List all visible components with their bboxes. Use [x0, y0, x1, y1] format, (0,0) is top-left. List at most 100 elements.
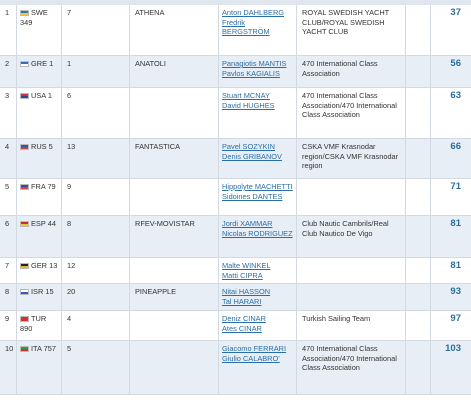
crew-member-link[interactable]: Sidoines DANTES: [222, 191, 283, 201]
sail-number: 5: [48, 142, 53, 151]
total-points-cell: 66: [450, 141, 461, 152]
table-row: 4 RUS 5 13 FANTASTICA Pavel SOZYKIN Denis GRI…: [0, 139, 471, 179]
sail-number: 349: [20, 17, 33, 27]
bow-number-cell: 1: [62, 56, 130, 87]
nation-cell: SWE 349: [17, 5, 62, 55]
nation-code: GRE: [31, 59, 48, 68]
total-points-cell: 56: [450, 58, 461, 69]
total-points-cell: 63: [450, 90, 461, 101]
crew-member-link[interactable]: Nitai HASSON: [222, 287, 271, 296]
nation-cell: ISR 15: [17, 284, 62, 310]
crew-cell: Pavel SOZYKIN Denis GRIBANOV: [219, 139, 297, 178]
bow-number-cell: 6: [62, 88, 130, 138]
crew-member-link[interactable]: Hippolyte MACHETTI: [222, 182, 293, 191]
sail-number: 13: [49, 261, 58, 270]
nation-code: TUR: [31, 314, 47, 323]
crew-member-link[interactable]: Pavlos KAGIALIS: [222, 68, 280, 78]
nation-code: ITA: [31, 344, 42, 353]
total-points-cell: 81: [450, 218, 461, 229]
crew-member-link[interactable]: Matti CIPRA: [222, 270, 263, 280]
boat-name-cell: [130, 258, 219, 283]
table-row: 3 USA 1 6 Stuart MCNAY David HUGHES 470 Inter…: [0, 88, 471, 139]
results-table: 1 SWE 349 7 ATHENA Anton DAHLBERG Fredrik BER…: [0, 0, 471, 395]
spacer-cell: [406, 258, 431, 283]
club-cell: 470 International Class Association/470 …: [297, 88, 406, 138]
total-points-cell: 37: [450, 7, 461, 18]
flag-icon: [20, 92, 29, 99]
sail-number: 890: [20, 323, 33, 333]
spacer-cell: [406, 139, 431, 178]
spacer-cell: [406, 56, 431, 87]
crew-cell: Malte WINKEL Matti CIPRA: [219, 258, 297, 283]
spacer-cell: [406, 5, 431, 55]
nation-code: ESP: [31, 219, 46, 228]
nation-cell: GER 13: [17, 258, 62, 283]
club-cell: Turkish Sailing Team: [297, 311, 406, 340]
boat-name-cell: ATHENA: [130, 5, 219, 55]
boat-name-cell: [130, 88, 219, 138]
boat-name-cell: RFEV-MOVISTAR: [130, 216, 219, 257]
spacer-cell: [406, 284, 431, 310]
flag-icon: [20, 9, 29, 16]
crew-cell: Jordi XAMMAR Nicolas RODRIGUEZ: [219, 216, 297, 257]
table-row: 10 ITA 757 5 Giacomo FERRARI Giulio CALABRO'…: [0, 341, 471, 395]
bow-number-cell: 9: [62, 179, 130, 215]
spacer-cell: [406, 341, 431, 394]
club-cell: CSKA VMF Krasnodar region/CSKA VMF Krasn…: [297, 139, 406, 178]
crew-cell: Nitai HASSON Tal HARARI: [219, 284, 297, 310]
crew-member-link[interactable]: Giacomo FERRARI: [222, 344, 287, 353]
crew-member-link[interactable]: Tal HARARI: [222, 296, 262, 306]
crew-cell: Giacomo FERRARI Giulio CALABRO': [219, 341, 297, 394]
spacer-cell: [406, 179, 431, 215]
nation-cell: ITA 757: [17, 341, 62, 394]
nation-cell: TUR 890: [17, 311, 62, 340]
spacer-cell: [406, 311, 431, 340]
club-cell: 470 International Class Association: [297, 56, 406, 87]
crew-member-link[interactable]: Anton DAHLBERG: [222, 8, 285, 17]
crew-member-link[interactable]: Deniz CINAR: [222, 314, 266, 323]
crew-member-link[interactable]: Malte WINKEL: [222, 261, 271, 270]
table-row: 8 ISR 15 20 PINEAPPLE Nitai HASSON Tal HARARI…: [0, 284, 471, 311]
table-row: 1 SWE 349 7 ATHENA Anton DAHLBERG Fredrik BER…: [0, 5, 471, 56]
crew-member-link[interactable]: Fredrik BERGSTRÖM: [222, 17, 270, 37]
flag-icon: [20, 315, 29, 322]
nation-cell: ESP 44: [17, 216, 62, 257]
flag-icon: [20, 143, 29, 150]
crew-member-link[interactable]: Stuart MCNAY: [222, 91, 270, 100]
crew-cell: Deniz CINAR Ates CINAR: [219, 311, 297, 340]
bow-number-cell: 8: [62, 216, 130, 257]
rank-cell: 5: [0, 179, 17, 215]
crew-member-link[interactable]: Jordi XAMMAR: [222, 219, 273, 228]
rank-cell: 1: [0, 5, 17, 55]
crew-member-link[interactable]: David HUGHES: [222, 100, 275, 110]
rank-cell: 2: [0, 56, 17, 87]
boat-name-cell: [130, 341, 219, 394]
boat-name-cell: [130, 179, 219, 215]
rank-cell: 10: [0, 341, 17, 394]
nation-code: SWE: [31, 8, 48, 17]
crew-member-link[interactable]: Denis GRIBANOV: [222, 151, 282, 161]
nation-cell: GRE 1: [17, 56, 62, 87]
rank-cell: 4: [0, 139, 17, 178]
crew-member-link[interactable]: Nicolas RODRIGUEZ: [222, 228, 293, 238]
nation-cell: USA 1: [17, 88, 62, 138]
bow-number-cell: 5: [62, 341, 130, 394]
crew-cell: Stuart MCNAY David HUGHES: [219, 88, 297, 138]
crew-member-link[interactable]: Panagiotis MANTIS: [222, 59, 287, 68]
table-row: 6 ESP 44 8 RFEV-MOVISTAR Jordi XAMMAR Nicolas…: [0, 216, 471, 258]
crew-member-link[interactable]: Giulio CALABRO': [222, 353, 280, 363]
table-row: 5 FRA 79 9 Hippolyte MACHETTI Sidoines DANTE…: [0, 179, 471, 216]
bow-number-cell: 20: [62, 284, 130, 310]
nation-code: USA: [31, 91, 46, 100]
crew-member-link[interactable]: Ates CINAR: [222, 323, 262, 333]
rank-cell: 7: [0, 258, 17, 283]
rank-cell: 9: [0, 311, 17, 340]
flag-icon: [20, 345, 29, 352]
crew-member-link[interactable]: Pavel SOZYKIN: [222, 142, 275, 151]
total-points-cell: 81: [450, 260, 461, 271]
club-cell: [297, 179, 406, 215]
sail-number: 79: [47, 182, 56, 191]
total-points-cell: 93: [450, 286, 461, 297]
bow-number-cell: 7: [62, 5, 130, 55]
nation-cell: FRA 79: [17, 179, 62, 215]
